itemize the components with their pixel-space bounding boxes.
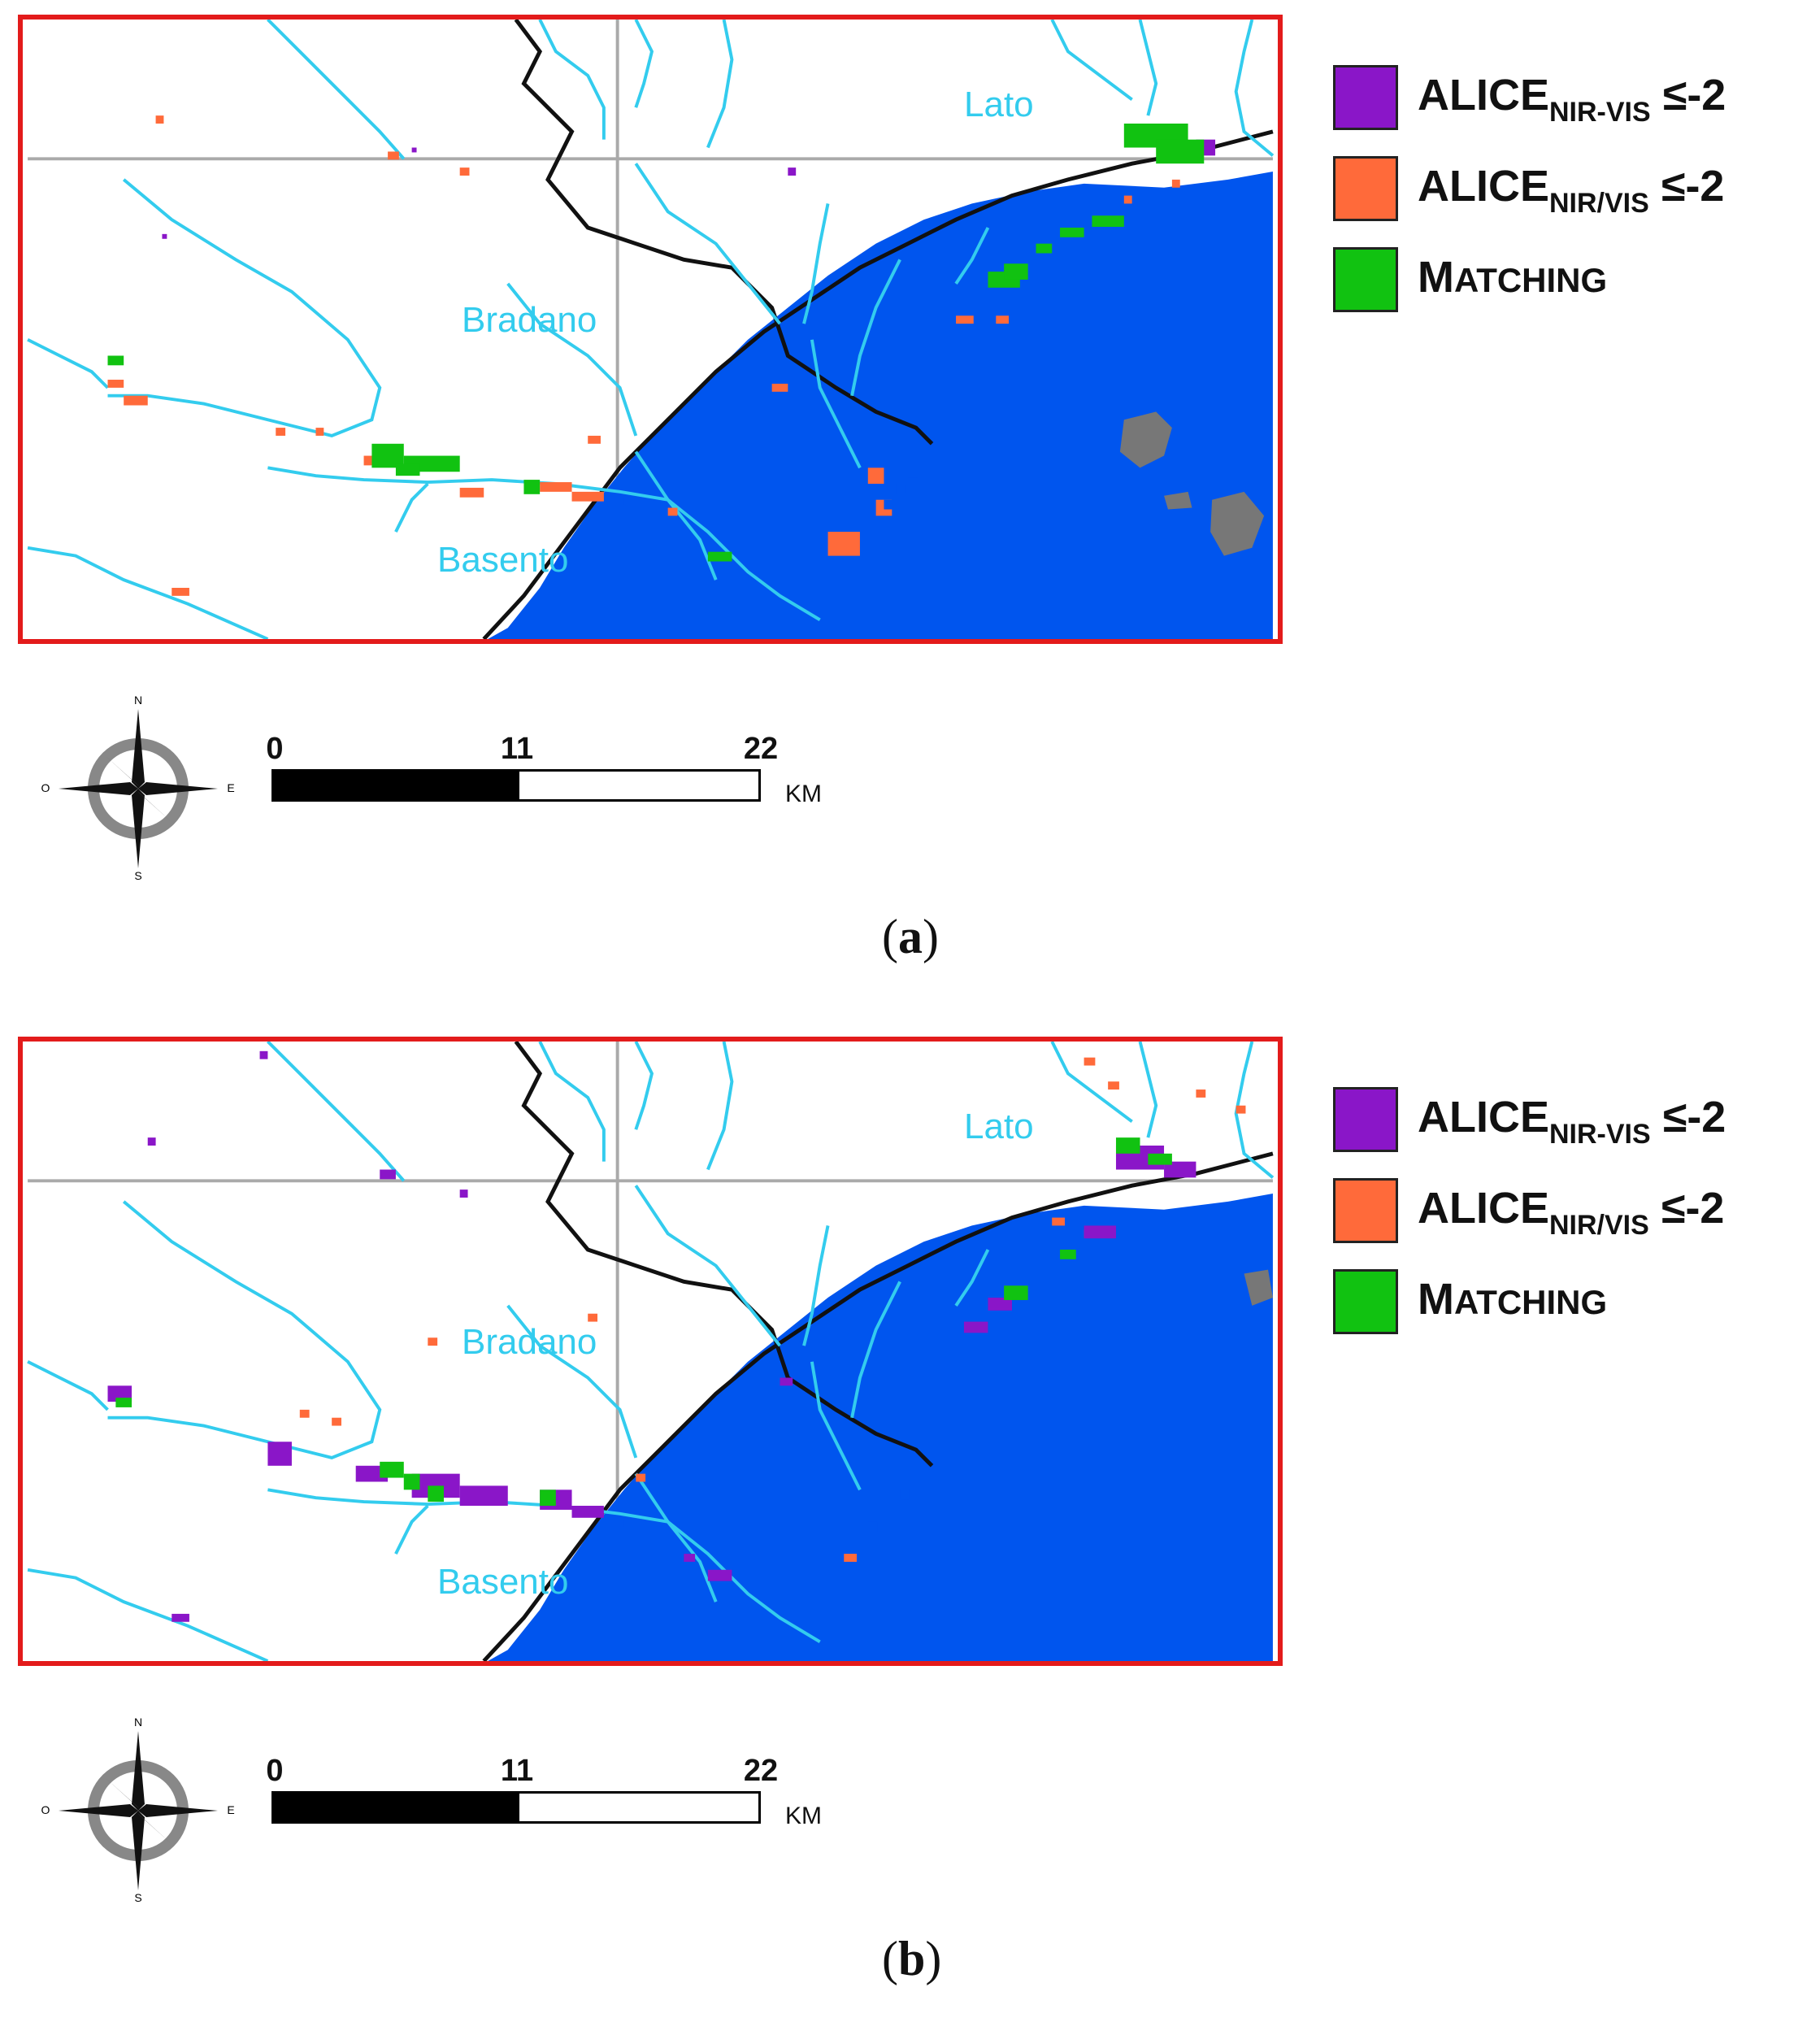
scale-bar-segment-black	[271, 1791, 517, 1824]
anomaly-matching	[107, 123, 1205, 562]
scale-bar: 0 11 22 KM	[266, 732, 853, 813]
scale-tick-11: 11	[500, 732, 534, 766]
coastline	[482, 1151, 1274, 1661]
scale-unit: KM	[785, 1803, 822, 1829]
river-label-lato: Lato	[964, 1107, 1034, 1146]
admin-boundary	[514, 20, 934, 446]
urban-area	[1119, 411, 1172, 468]
compass-o: O	[41, 781, 50, 794]
compass-e: E	[227, 1803, 234, 1816]
compass-o: O	[41, 1803, 50, 1816]
panel-caption: (a)	[882, 910, 939, 963]
legend-item-matching: MATCHING	[1333, 247, 1788, 312]
legend-swatch-green	[1333, 1269, 1398, 1334]
legend-item-nir-vis: ALICENIR-VIS ≤-2	[1333, 1087, 1788, 1152]
compass-n: N	[134, 1716, 142, 1729]
coastal-water-pixels	[623, 1490, 910, 1532]
compass-e: E	[227, 781, 234, 794]
legend-swatch-green	[1333, 247, 1398, 312]
river-label-lato: Lato	[964, 85, 1034, 124]
sea-area	[488, 172, 1273, 639]
legend-item-nir-vis: ALICENIR-VIS ≤-2	[1333, 65, 1788, 130]
admin-boundary	[514, 1042, 934, 1468]
panel-b: Lato Bradano Basento ALICENIR-VIS ≤-2 AL…	[0, 1022, 1811, 2044]
anomaly-matching	[115, 1137, 1172, 1507]
urban-area	[1164, 491, 1192, 510]
anomaly-nir-diff	[107, 1050, 1196, 1622]
legend-label: MATCHING	[1418, 253, 1608, 302]
urban-area	[1210, 491, 1265, 556]
legend-swatch-purple	[1333, 1087, 1398, 1152]
urban-area	[1244, 1269, 1273, 1306]
compass-s: S	[134, 1891, 141, 1902]
panel-a: Lato Bradano Basento ALICENIR-VIS ≤-2 AL…	[18, 15, 1788, 963]
compass-rose: N S O E	[41, 1715, 236, 1904]
legend-item-matching: MATCHING	[1333, 1269, 1788, 1334]
compass-s: S	[134, 869, 141, 880]
map-frame: Lato Bradano Basento	[18, 1037, 1283, 1666]
scale-tick-11: 11	[500, 1754, 534, 1788]
compass-rose: N S O E	[41, 693, 236, 882]
scale-tick-0: 0	[266, 1754, 284, 1788]
river-network	[27, 20, 1275, 639]
map-canvas	[27, 1042, 1275, 1661]
river-label-basento: Basento	[437, 540, 569, 580]
map-frame: Lato Bradano Basento	[18, 15, 1283, 644]
legend-swatch-orange	[1333, 1178, 1398, 1243]
anomaly-nir-ratio	[107, 115, 1180, 596]
river-label-bradano: Bradano	[462, 1322, 597, 1362]
compass-n: N	[134, 694, 142, 707]
scale-bar: 0 11 22 KM	[266, 1754, 853, 1835]
scale-bar-segment-white	[517, 1791, 761, 1824]
legend-item-nir-ratio: ALICENIR/VIS ≤-2	[1333, 1178, 1788, 1243]
scale-tick-22: 22	[743, 1754, 779, 1788]
legend-swatch-purple	[1333, 65, 1398, 130]
scale-tick-22: 22	[743, 732, 779, 766]
legend-label: ALICENIR-VIS ≤-2	[1418, 71, 1726, 128]
scale-tick-0: 0	[266, 732, 284, 766]
river-label-basento: Basento	[437, 1562, 569, 1602]
legend-label: ALICENIR/VIS ≤-2	[1418, 1184, 1725, 1241]
legend-label: MATCHING	[1418, 1275, 1608, 1324]
river-label-bradano: Bradano	[462, 300, 597, 340]
legend-swatch-orange	[1333, 156, 1398, 221]
map-canvas	[27, 20, 1275, 639]
coastal-water-pixels	[623, 468, 918, 510]
scale-unit: KM	[785, 781, 822, 807]
legend-label: ALICENIR/VIS ≤-2	[1418, 162, 1725, 219]
legend-item-nir-ratio: ALICENIR/VIS ≤-2	[1333, 156, 1788, 221]
panel-caption: (b)	[882, 1932, 942, 1985]
legend-label: ALICENIR-VIS ≤-2	[1418, 1093, 1726, 1150]
scale-bar-segment-black	[271, 769, 517, 802]
sea-area	[488, 1194, 1273, 1661]
scale-bar-segment-white	[517, 769, 761, 802]
